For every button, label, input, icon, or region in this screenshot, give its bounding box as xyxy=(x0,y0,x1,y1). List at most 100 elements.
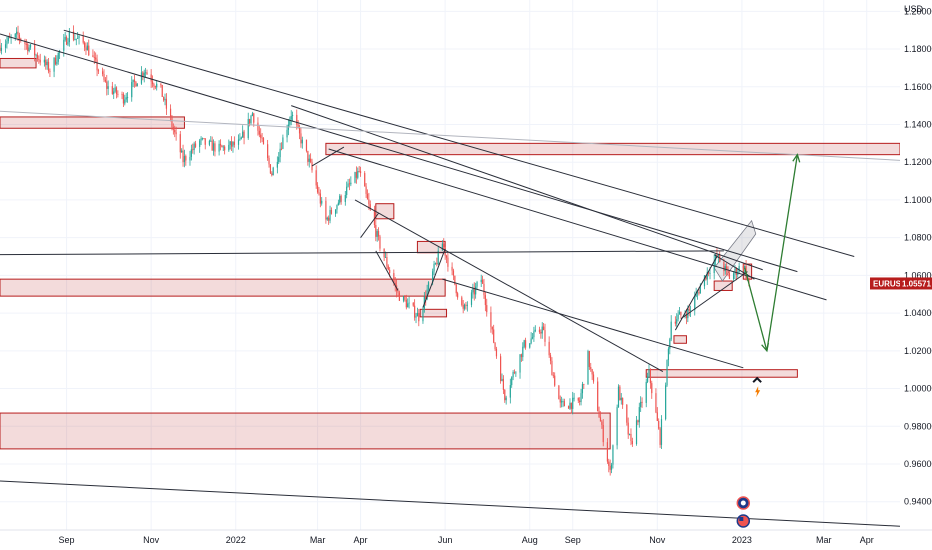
candle-body xyxy=(408,302,410,304)
candle-body xyxy=(260,134,262,138)
candle-body xyxy=(145,72,147,74)
time-tick-label: Aug xyxy=(522,535,538,545)
price-tick-label: 0.94000 xyxy=(904,497,932,507)
candle-body xyxy=(337,202,339,205)
candle-body xyxy=(734,268,736,274)
candle-body xyxy=(325,200,327,220)
candle-body xyxy=(9,37,11,39)
candle-body xyxy=(628,433,631,435)
candle-body xyxy=(368,199,370,205)
candle-body xyxy=(305,139,308,151)
price-tick-label: 1.14000 xyxy=(904,119,932,129)
candle-body xyxy=(240,137,242,139)
time-tick-label: Apr xyxy=(860,535,874,545)
rising-channel[interactable] xyxy=(713,219,757,282)
zone-box xyxy=(0,412,611,450)
candle-body xyxy=(221,145,223,148)
candle-body xyxy=(558,385,560,400)
trendline xyxy=(0,250,724,256)
supply-demand-zones[interactable] xyxy=(0,57,901,450)
candle-body xyxy=(732,273,735,279)
trendline xyxy=(422,248,446,308)
candle-body xyxy=(473,288,475,295)
candle-body xyxy=(126,97,129,99)
candle-body xyxy=(194,143,197,147)
candle-body xyxy=(57,52,59,62)
candle-body xyxy=(282,137,284,149)
candle-body xyxy=(35,54,37,56)
candle-body xyxy=(608,461,610,466)
candle-body xyxy=(638,407,640,423)
candle-body xyxy=(301,139,303,144)
chart-markers xyxy=(736,376,762,528)
candle-body xyxy=(649,369,651,384)
candle-body xyxy=(210,140,212,142)
trendlines[interactable] xyxy=(0,29,901,527)
candle-body xyxy=(96,59,98,71)
candle-body xyxy=(402,296,405,301)
candle-body xyxy=(243,131,245,139)
candle-body xyxy=(258,130,260,135)
candle-body xyxy=(463,304,466,309)
candle-body xyxy=(190,149,192,157)
candle-body xyxy=(412,302,414,306)
candle-body xyxy=(647,376,649,382)
price-tick-label: 1.12000 xyxy=(904,157,932,167)
candle-body xyxy=(626,404,628,423)
zone-box xyxy=(0,278,446,297)
candle-body xyxy=(573,397,575,399)
candle-body xyxy=(490,312,492,327)
candle-body xyxy=(393,273,395,283)
candle-body xyxy=(278,157,280,162)
candle-body xyxy=(0,45,1,51)
candle-body xyxy=(77,38,79,39)
candle-body xyxy=(520,354,523,358)
candle-body xyxy=(389,269,391,274)
candle-body xyxy=(28,47,30,52)
candle-body xyxy=(257,122,259,131)
candle-body xyxy=(538,329,541,333)
candle-body xyxy=(475,286,477,295)
candle-body xyxy=(394,282,396,286)
candle-body xyxy=(554,375,556,386)
candle-body xyxy=(27,43,29,52)
candle-body xyxy=(533,331,535,338)
candle-body xyxy=(620,397,622,401)
candle-body xyxy=(727,269,729,274)
time-tick-label: Sep xyxy=(59,535,75,545)
candle-body xyxy=(454,275,456,285)
candle-body xyxy=(645,381,647,403)
candle-body xyxy=(493,329,495,343)
candle-body xyxy=(670,321,672,340)
candle-body xyxy=(617,386,620,408)
candle-body xyxy=(354,172,356,183)
candle-body xyxy=(339,195,341,203)
time-tick-label: 2022 xyxy=(226,535,246,545)
candle-body xyxy=(74,39,76,40)
candle-body xyxy=(328,217,330,221)
time-axis-panel[interactable] xyxy=(0,530,900,550)
projection-path[interactable] xyxy=(744,153,801,353)
candle-body xyxy=(136,83,138,87)
candle-body xyxy=(723,262,725,272)
candle-body xyxy=(271,173,273,176)
candle-body xyxy=(4,44,7,48)
candle-body xyxy=(308,158,310,162)
price-axis-panel[interactable] xyxy=(900,0,932,550)
candle-body xyxy=(67,42,69,45)
candle-body xyxy=(346,186,348,196)
candle-body xyxy=(222,146,224,148)
candle-body xyxy=(230,141,233,147)
candle-body xyxy=(315,170,317,186)
candle-body xyxy=(509,385,511,398)
candle-body xyxy=(563,401,566,407)
candle-body xyxy=(103,74,105,80)
candle-body xyxy=(609,465,611,470)
candle-body xyxy=(364,173,366,187)
candle-body xyxy=(146,72,148,75)
candle-body xyxy=(78,36,80,39)
candle-body xyxy=(433,263,435,272)
candle-body xyxy=(348,183,351,185)
